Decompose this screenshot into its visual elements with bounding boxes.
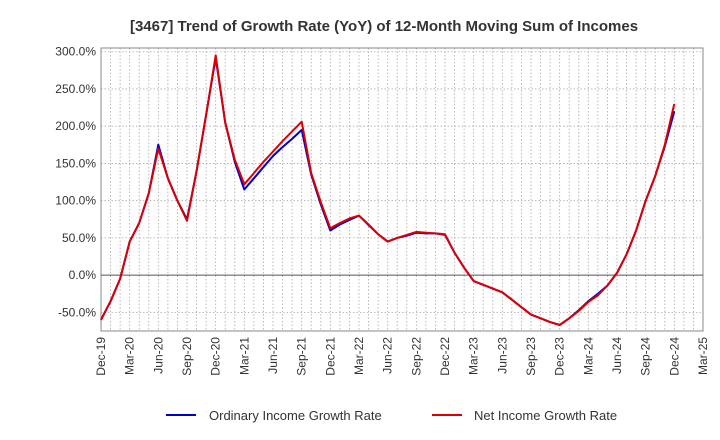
x-tick-label: Mar-21 (237, 337, 251, 375)
y-tick-label: -50.0% (58, 305, 96, 319)
x-tick-label: Sep-20 (180, 337, 194, 376)
series-layer (100, 54, 676, 326)
x-tick-label: Jun-24 (610, 337, 624, 374)
y-axis-ticks: 300.0% 250.0% 200.0% 150.0% 100.0% 50.0% 0.0% -… (55, 45, 96, 320)
y-tick-label: 250.0% (55, 82, 96, 96)
x-tick-label: Sep-21 (295, 337, 309, 376)
y-tick-label: 300.0% (55, 45, 96, 59)
x-tick-label: Sep-22 (409, 337, 423, 376)
x-tick-label: Sep-24 (639, 337, 653, 376)
y-tick-label: 0.0% (69, 268, 97, 282)
x-tick-label: Jun-23 (495, 337, 509, 374)
legend-label-ordinary-income: Ordinary Income Growth Rate (209, 408, 382, 423)
x-tick-label: Mar-20 (123, 337, 137, 375)
legend-label-net-income: Net Income Growth Rate (474, 408, 617, 423)
x-tick-label: Dec-22 (438, 337, 452, 376)
x-tick-label: Jun-21 (266, 337, 280, 374)
x-tick-label: Dec-21 (323, 337, 337, 376)
x-tick-label: Dec-20 (209, 337, 223, 376)
x-tick-label: Jun-20 (151, 337, 165, 374)
x-tick-label: Dec-19 (94, 337, 108, 376)
plot-frame (100, 47, 704, 332)
y-tick-label: 50.0% (62, 231, 96, 245)
x-tick-label: Mar-25 (696, 337, 710, 375)
y-tick-label: 200.0% (55, 119, 96, 133)
series-line-net-income (100, 54, 676, 326)
x-axis-ticks: Dec-19 Mar-20 Jun-20 Sep-20 Dec-20 Mar-21 Jun-… (94, 337, 710, 376)
grid-layer (101, 48, 703, 331)
legend: Ordinary Income Growth Rate Net Income G… (166, 408, 617, 423)
x-tick-label: Dec-23 (553, 337, 567, 376)
x-tick-label: Dec-24 (667, 337, 681, 376)
x-tick-label: Mar-23 (467, 337, 481, 375)
x-tick-label: Sep-23 (524, 337, 538, 376)
x-tick-label: Mar-24 (581, 337, 595, 375)
y-tick-label: 150.0% (55, 156, 96, 170)
x-tick-label: Jun-22 (381, 337, 395, 374)
y-tick-label: 100.0% (55, 194, 96, 208)
chart-title: [3467] Trend of Growth Rate (YoY) of 12-… (130, 18, 638, 35)
x-tick-label: Mar-22 (352, 337, 366, 375)
